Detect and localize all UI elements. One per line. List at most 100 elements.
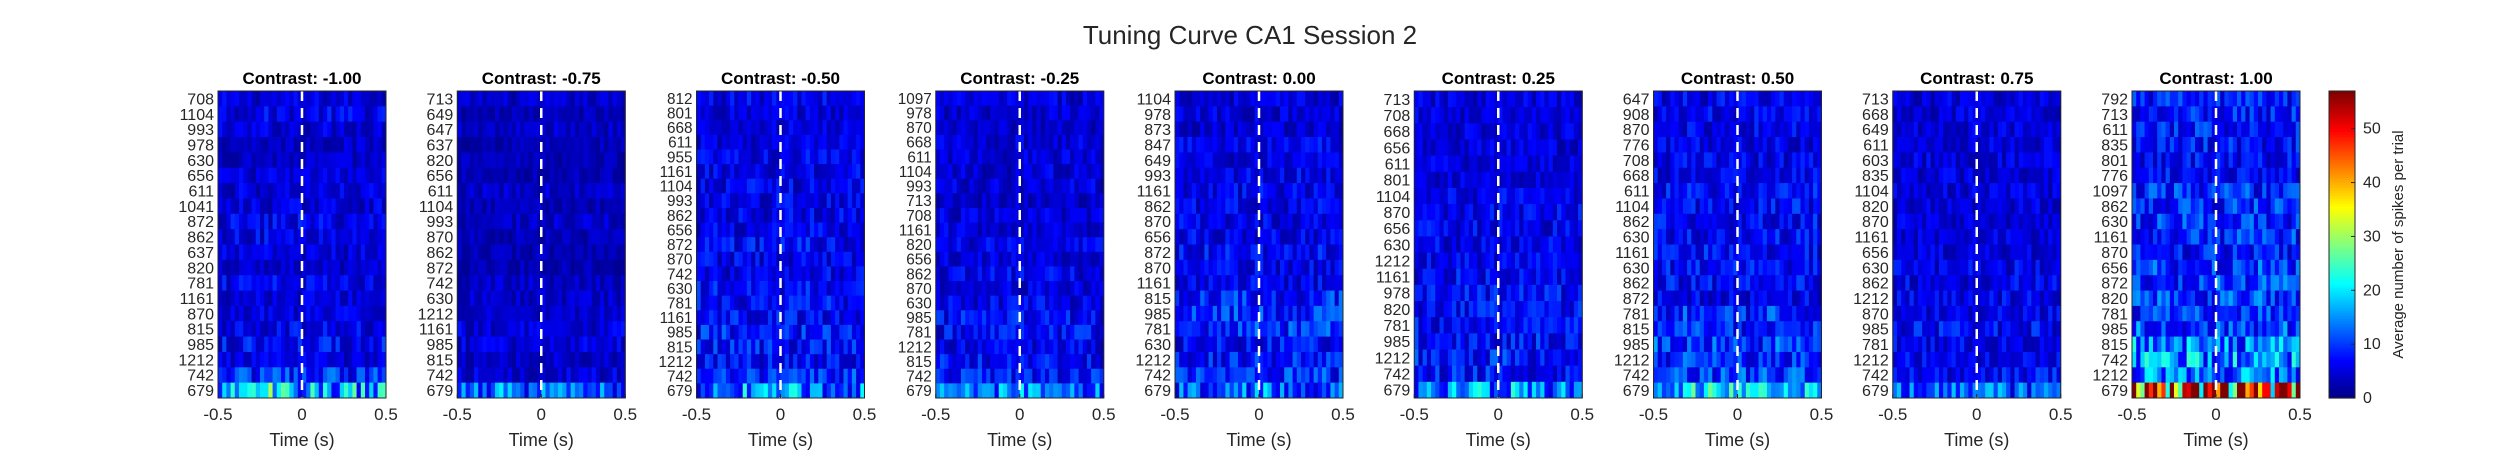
heatmap-cell bbox=[1225, 290, 1230, 307]
heatmap-cell bbox=[255, 152, 261, 169]
heatmap-cell bbox=[469, 275, 475, 291]
heatmap-cell bbox=[1305, 275, 1310, 291]
heatmap-cell bbox=[1301, 321, 1306, 337]
heatmap-cell bbox=[1070, 193, 1075, 209]
heatmap-cell bbox=[1233, 382, 1239, 399]
heatmap-cell bbox=[1338, 382, 1344, 399]
heatmap-cell bbox=[1099, 310, 1105, 326]
heatmap-cell bbox=[369, 290, 374, 307]
heatmap-cell bbox=[604, 321, 609, 337]
heatmap-cell bbox=[851, 149, 857, 165]
heatmap-cell bbox=[969, 368, 974, 384]
heatmap-cell bbox=[1489, 236, 1495, 253]
heatmap-cell bbox=[1531, 381, 1537, 399]
heatmap-cell bbox=[537, 259, 542, 276]
heatmap-cell bbox=[725, 266, 731, 282]
heatmap-cell bbox=[1431, 365, 1436, 383]
heatmap-cell bbox=[1418, 91, 1424, 108]
heatmap-cell bbox=[524, 213, 530, 230]
heatmap-cell bbox=[268, 137, 273, 153]
heatmap-cell bbox=[1246, 305, 1251, 322]
heatmap-cell bbox=[1498, 155, 1503, 173]
heatmap-cell bbox=[486, 106, 492, 123]
heatmap-cell bbox=[1326, 290, 1331, 307]
heatmap-cell bbox=[608, 290, 614, 307]
heatmap-cell bbox=[495, 382, 500, 399]
heatmap-cell bbox=[1280, 229, 1285, 245]
heatmap-cell bbox=[1452, 139, 1457, 157]
heatmap-cell bbox=[1179, 229, 1184, 245]
heatmap-cell bbox=[1447, 123, 1453, 140]
heatmap-cell bbox=[742, 222, 748, 238]
heatmap-cell bbox=[780, 368, 786, 384]
heatmap-cell bbox=[268, 305, 273, 322]
heatmap-cell bbox=[1502, 349, 1508, 367]
heatmap-cell bbox=[986, 266, 991, 282]
heatmap-cell bbox=[507, 244, 513, 261]
heatmap-cell bbox=[579, 91, 584, 107]
heatmap-cell bbox=[1086, 91, 1092, 107]
heatmap-cell bbox=[952, 178, 958, 194]
heatmap-cell bbox=[1460, 107, 1466, 124]
heatmap-cell bbox=[239, 106, 244, 123]
heatmap-cell bbox=[545, 305, 551, 322]
neuron-tick-label: 611 bbox=[188, 184, 214, 201]
heatmap-cell bbox=[1569, 301, 1575, 318]
heatmap-cell bbox=[1439, 155, 1445, 173]
heatmap-cell bbox=[1460, 268, 1466, 286]
heatmap-cell bbox=[1002, 310, 1008, 326]
heatmap-cell bbox=[285, 213, 290, 230]
heatmap-cell bbox=[1011, 339, 1016, 355]
heatmap-cell bbox=[860, 105, 865, 121]
heatmap-cell bbox=[1259, 305, 1264, 322]
heatmap-cell bbox=[1578, 284, 1583, 302]
heatmap-cell bbox=[1447, 204, 1453, 221]
heatmap-cell bbox=[956, 193, 962, 209]
heatmap-cell bbox=[721, 134, 727, 150]
heatmap-cell bbox=[587, 213, 593, 230]
heatmap-cell bbox=[478, 275, 483, 291]
heatmap-cell bbox=[1217, 351, 1222, 368]
heatmap-cell bbox=[1452, 236, 1457, 253]
heatmap-cell bbox=[281, 183, 286, 199]
heatmap-cell bbox=[1531, 301, 1537, 318]
heatmap-cell bbox=[377, 121, 383, 138]
heatmap-cell bbox=[818, 149, 823, 165]
heatmap-cell bbox=[310, 91, 315, 107]
heatmap-cell bbox=[835, 149, 840, 165]
heatmap-cell bbox=[1212, 259, 1218, 276]
heatmap-cell bbox=[1464, 220, 1470, 237]
heatmap-cell bbox=[1095, 120, 1100, 136]
heatmap-cell bbox=[574, 367, 580, 384]
heatmap-cell bbox=[562, 198, 567, 215]
heatmap-cell bbox=[1531, 220, 1537, 237]
heatmap-cell bbox=[1242, 213, 1247, 230]
heatmap-cell bbox=[1296, 213, 1302, 230]
heatmap-cell bbox=[696, 237, 702, 253]
heatmap-cell bbox=[373, 183, 378, 199]
heatmap-cell bbox=[1426, 220, 1432, 237]
heatmap-cell bbox=[1217, 275, 1222, 291]
heatmap-cell bbox=[457, 321, 462, 337]
neuron-tick-label: 649 bbox=[1144, 153, 1171, 170]
heatmap-cell bbox=[310, 152, 315, 169]
heatmap-cell bbox=[1573, 236, 1579, 253]
heatmap-cell bbox=[218, 229, 223, 245]
heatmap-cell bbox=[621, 275, 626, 291]
heatmap-cell bbox=[369, 198, 374, 215]
heatmap-cell bbox=[335, 290, 341, 307]
neuron-tick-label: 993 bbox=[906, 179, 932, 196]
heatmap-cell bbox=[990, 178, 995, 194]
heatmap-cell bbox=[1288, 183, 1293, 199]
heatmap-cell bbox=[1086, 266, 1092, 282]
heatmap-cell bbox=[1196, 351, 1201, 368]
heatmap-cell bbox=[297, 244, 303, 261]
heatmap-cell bbox=[553, 259, 559, 276]
heatmap-cell bbox=[1305, 305, 1310, 322]
neuron-tick-label: 870 bbox=[1144, 214, 1171, 231]
heatmap-cell bbox=[1552, 236, 1558, 253]
heatmap-cell bbox=[1510, 252, 1516, 270]
heatmap-cell bbox=[327, 229, 332, 245]
heatmap-cell bbox=[360, 336, 366, 353]
heatmap-cell bbox=[1250, 121, 1256, 138]
